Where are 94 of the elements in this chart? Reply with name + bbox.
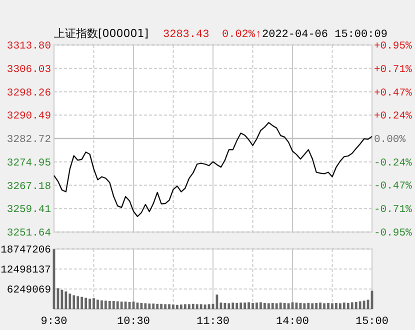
bar (323, 303, 326, 309)
bar (96, 300, 99, 309)
bar (76, 296, 80, 309)
bar (176, 304, 178, 309)
bar (331, 303, 334, 309)
bar (160, 304, 163, 309)
bar (196, 304, 198, 309)
bar (88, 298, 91, 309)
bar (267, 303, 270, 309)
bar (256, 302, 258, 309)
bar (248, 302, 250, 309)
bar (319, 302, 322, 309)
chart-title: 上证指数[000001] (54, 27, 149, 40)
x-tick-label: 15:00 (355, 316, 389, 328)
text: 2022-04-06 15:00:09 (262, 29, 388, 41)
bar (232, 302, 234, 309)
x-tick-label: 9:30 (40, 316, 68, 328)
y-tick-label: 3274.95 (6, 157, 51, 170)
x-tick-label: 14:00 (276, 316, 310, 328)
bar (80, 296, 84, 309)
bar (120, 302, 123, 309)
bar (335, 302, 338, 309)
bar (104, 300, 107, 309)
bar (72, 295, 76, 309)
bar (164, 304, 166, 309)
y-tick-label: 3306.03 (6, 64, 51, 76)
bar (68, 294, 72, 309)
bar (252, 302, 254, 309)
bar (148, 304, 151, 309)
y-tick-label: 3298.26 (6, 87, 51, 100)
bar (92, 298, 95, 309)
bar (204, 304, 206, 309)
bar (339, 303, 342, 309)
bar (244, 302, 246, 309)
bar (263, 302, 266, 309)
bar (303, 303, 306, 309)
bar (311, 303, 314, 309)
bar (279, 302, 282, 309)
bar (100, 300, 103, 309)
x-tick-label: 10:30 (116, 316, 150, 328)
bar (275, 303, 278, 309)
y-tick-label: 3267.18 (6, 180, 51, 193)
bar (240, 302, 242, 309)
bar (350, 302, 354, 309)
bar (315, 302, 318, 309)
bar (362, 300, 366, 309)
bar (260, 302, 262, 309)
bar (124, 302, 127, 309)
bar (64, 291, 68, 309)
bar (224, 302, 226, 309)
text: 3283.43 (163, 29, 210, 41)
y2-tick-label: -0.95% (374, 228, 413, 240)
y2-tick-label: -0.47% (374, 180, 413, 192)
y-tick-label: 18747206 (0, 244, 51, 256)
bar (327, 302, 330, 309)
bar (188, 304, 190, 309)
bar (172, 304, 174, 309)
text: 0.02%↑ (222, 29, 262, 41)
bar (354, 302, 358, 309)
y2-tick-label: +0.95% (374, 40, 413, 52)
y-tick-label: 6249069 (6, 284, 51, 296)
x-tick-label: 11:30 (196, 316, 230, 328)
bar (200, 304, 202, 309)
bar (156, 304, 159, 309)
bar (307, 302, 310, 309)
y-tick-label: 3290.49 (6, 110, 51, 123)
bar (192, 304, 194, 309)
bar (346, 302, 350, 309)
bar (358, 301, 362, 309)
bar (84, 298, 87, 309)
y2-tick-label: -0.71% (374, 204, 413, 216)
bar (236, 302, 238, 309)
y2-tick-label: +0.47% (374, 88, 413, 100)
bar (168, 304, 170, 309)
bar (228, 303, 230, 309)
y-tick-label: 12498137 (0, 264, 51, 276)
bar (271, 302, 274, 309)
bar (184, 304, 186, 309)
bar (342, 302, 346, 309)
bar (116, 301, 119, 309)
bar (152, 304, 155, 309)
bar (108, 301, 111, 309)
y-tick-label: 3313.80 (6, 40, 51, 52)
y-tick-label: 3259.41 (6, 204, 51, 216)
bar (112, 301, 115, 309)
y2-tick-label: 0.00% (374, 134, 406, 146)
y-tick-label: 3282.72 (6, 134, 51, 146)
y-tick-label: 3251.64 (6, 228, 51, 240)
y2-tick-label: -0.24% (374, 158, 413, 170)
bar (144, 303, 147, 309)
y2-tick-label: +0.71% (374, 64, 413, 76)
y2-tick-label: +0.24% (374, 110, 413, 122)
bar (180, 304, 182, 309)
bar (283, 302, 286, 309)
